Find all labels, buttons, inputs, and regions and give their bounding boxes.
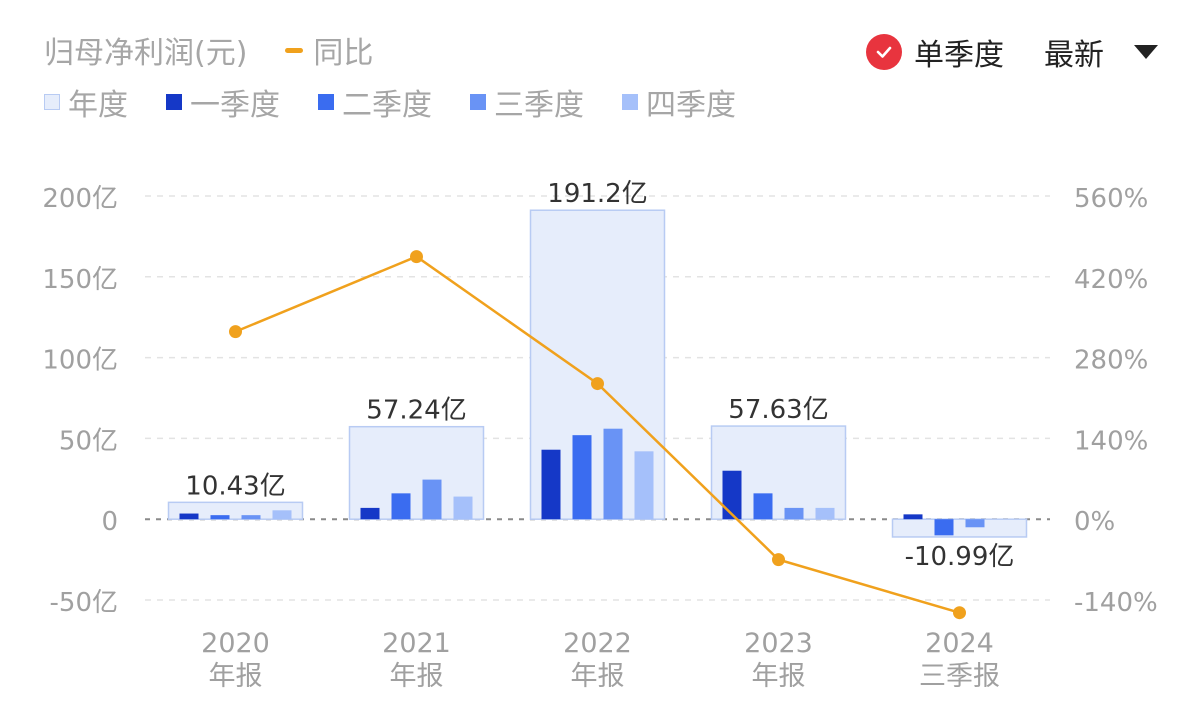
legend-swatch-icon <box>622 94 638 110</box>
x-tick-period: 年报 <box>209 661 263 692</box>
quarter-bar <box>541 449 561 520</box>
x-tick-year: 2024 <box>925 628 994 659</box>
legend-item-0[interactable]: 年度 <box>44 80 128 124</box>
quarter-bar <box>815 507 835 520</box>
left-tick-label: 150亿 <box>42 265 118 295</box>
quarter-bar <box>241 515 261 520</box>
single-quarter-toggle[interactable]: 单季度 <box>914 38 1004 73</box>
dropdown-caret-icon[interactable] <box>1134 45 1158 59</box>
legend-swatch-icon <box>470 94 486 110</box>
legend-label: 年度 <box>68 88 128 123</box>
quarter-bar <box>903 514 923 520</box>
right-tick-label: 420% <box>1074 265 1148 295</box>
quarter-bar <box>722 470 742 520</box>
controls: 单季度 最新 <box>866 30 1158 74</box>
legend-row-1: 归母净利润(元) 同比 <box>44 28 373 72</box>
yoy-point <box>772 553 785 567</box>
single-quarter-check-icon[interactable] <box>866 34 902 70</box>
yoy-point <box>953 606 966 620</box>
quarter-bar <box>603 428 623 520</box>
x-tick-year: 2020 <box>201 628 270 659</box>
yoy-point <box>410 250 423 264</box>
quarter-bar <box>391 493 411 520</box>
x-tick-period: 年报 <box>571 661 625 692</box>
quarter-bar <box>272 510 292 520</box>
annual-bar <box>167 501 304 520</box>
metric-label: 归母净利润(元) <box>44 36 248 71</box>
right-tick-label: 140% <box>1074 426 1148 456</box>
x-tick-period: 三季报 <box>919 661 1000 692</box>
quarter-bar <box>934 519 954 536</box>
annual-value-label: 191.2亿 <box>547 179 647 209</box>
yoy-line-swatch-icon <box>285 47 304 53</box>
quarter-bar <box>753 493 773 520</box>
quarter-bar <box>784 507 804 520</box>
legend-label: 一季度 <box>190 88 280 123</box>
x-tick-period: 年报 <box>390 661 444 692</box>
legend-item-1[interactable]: 一季度 <box>166 80 280 124</box>
annual-value-label: 10.43亿 <box>185 471 285 501</box>
annual-bar <box>891 518 1028 538</box>
quarter-bar <box>210 515 230 520</box>
x-tick-year: 2022 <box>563 628 632 659</box>
annual-value-label: 57.24亿 <box>366 396 466 426</box>
legend-item-net-profit: 归母净利润(元) <box>44 28 247 72</box>
annual-value-label: -10.99亿 <box>905 542 1015 572</box>
legend-swatch-icon <box>318 94 334 110</box>
right-tick-label: 280% <box>1074 346 1148 376</box>
quarter-bar <box>572 435 592 520</box>
legend-label: 四季度 <box>646 88 736 123</box>
left-tick-label: 50亿 <box>59 426 118 456</box>
legend-item-3[interactable]: 三季度 <box>470 80 584 124</box>
legend-label: 三季度 <box>494 88 584 123</box>
left-tick-label: 100亿 <box>42 346 118 376</box>
legend-row-2: 年度 一季度 二季度 三季度 四季度 <box>44 80 736 124</box>
x-tick-year: 2023 <box>744 628 813 659</box>
quarter-bar <box>965 519 985 528</box>
latest-dropdown-label[interactable]: 最新 <box>1044 38 1104 73</box>
legend-item-4[interactable]: 四季度 <box>622 80 736 124</box>
annual-bar <box>348 425 485 520</box>
right-tick-label: 0% <box>1074 507 1115 537</box>
legend-item-2[interactable]: 二季度 <box>318 80 432 124</box>
right-tick-label: -140% <box>1074 588 1158 618</box>
right-tick-label: 560% <box>1074 184 1148 214</box>
legend-item-yoy[interactable]: 同比 <box>285 28 373 72</box>
yoy-point <box>229 325 242 339</box>
quarter-bar <box>179 513 199 520</box>
legend-swatch-icon <box>44 94 60 110</box>
quarter-bar <box>422 479 442 520</box>
yoy-point <box>591 377 604 391</box>
yoy-label: 同比 <box>313 36 374 71</box>
quarter-bar <box>634 451 654 520</box>
annual-value-label: 57.63亿 <box>728 395 828 425</box>
x-tick-period: 年报 <box>752 661 806 692</box>
left-tick-label: 0 <box>101 507 118 537</box>
left-tick-label: 200亿 <box>42 184 118 214</box>
legend-swatch-icon <box>166 94 182 110</box>
x-tick-year: 2021 <box>382 628 451 659</box>
legend-label: 二季度 <box>342 88 432 123</box>
quarter-bar <box>453 496 473 520</box>
quarter-bar <box>360 507 380 520</box>
left-tick-label: -50亿 <box>50 588 118 618</box>
